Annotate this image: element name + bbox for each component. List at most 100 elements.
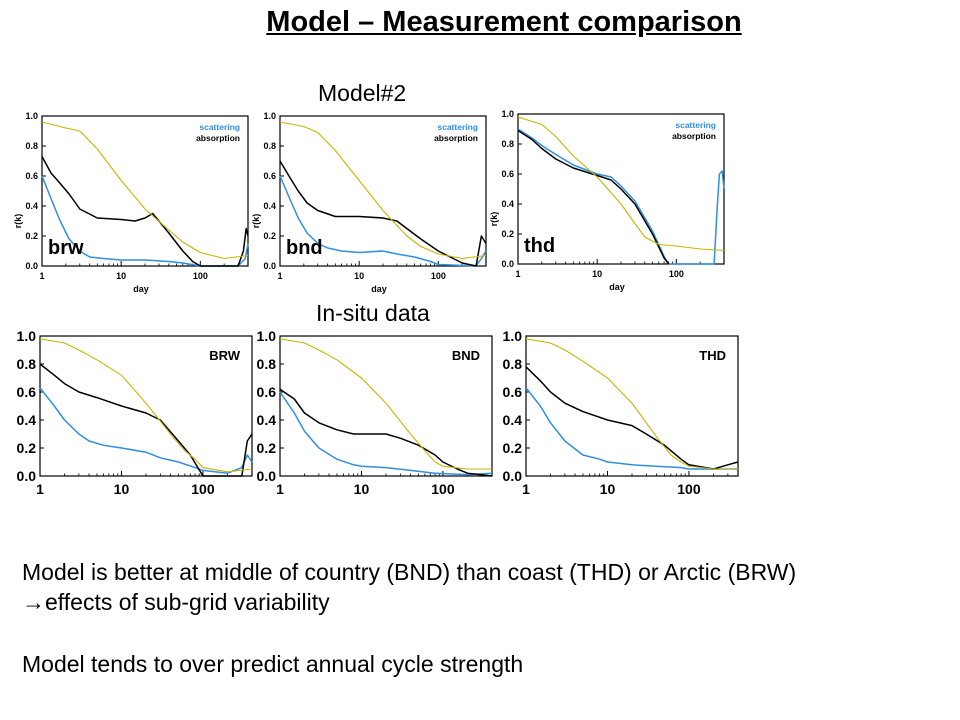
chart-model-bnd: 0.0 0.2 0.4 0.6 0.8 1.0 1 10 100 day r(k) scatterin… [251,111,487,294]
chart-model-thd: 0.0 0.2 0.4 0.6 0.8 1.0 1 10 100 day r(k) scatterin… [489,109,725,292]
y-tick-label: 1.0 [501,109,514,119]
x-tick-label: 100 [677,481,701,497]
y-tick-label: 0.6 [17,384,37,400]
y-tick-label: 1.0 [257,328,277,344]
y-tick-label: 0.6 [263,171,276,181]
chart-insitu-brw: 0.0 0.2 0.4 0.6 0.8 1.0 1 10 100 BRW [17,328,253,497]
series-scattering [525,387,738,470]
chart-panel-model-brw: 0.0 0.2 0.4 0.6 0.8 1.0 1 10 100 day r(k) scatterin… [12,108,249,300]
series-scattering [39,387,253,474]
y-tick-label: 0.8 [263,141,276,151]
y-tick-label: 0.0 [503,468,523,484]
y-tick-label: 0.4 [263,201,276,211]
series-annual-cycle [39,338,253,473]
x-tick-label: 100 [431,271,446,281]
series-annual-cycle [279,338,492,470]
y-tick-label: 1.0 [263,111,276,121]
note-line-2: →effects of sub-grid variability [22,589,330,615]
x-tick-label: 1 [277,271,282,281]
chart-insitu-thd: 0.0 0.2 0.4 0.6 0.8 1.0 1 10 100 THD [503,328,739,497]
y-tick-label: 0.0 [257,468,277,484]
y-tick-label: 0.0 [263,261,276,271]
model-section-label: Model#2 [318,80,407,106]
plot-frame [525,335,739,477]
x-tick-label: 100 [669,269,684,279]
x-tick-label: 10 [354,481,370,497]
slide-notes: Model is better at middle of country (BN… [22,557,796,679]
series-absorption [41,156,249,267]
y-tick-label: 0.4 [503,412,523,428]
x-tick-label: 10 [354,271,364,281]
y-tick-label: 0.0 [17,468,37,484]
plot-frame [279,335,493,477]
chart-panel-model-bnd: 0.0 0.2 0.4 0.6 0.8 1.0 1 10 100 day r(k) scatterin… [250,108,487,300]
plot-frame [39,335,253,477]
x-tick-label: 10 [116,271,126,281]
x-tick-label: 1 [36,481,44,497]
x-tick-label: 100 [191,481,215,497]
note-line-3: Model tends to over predict annual cycle… [22,651,524,677]
chart-panel-insitu-bnd: 0.0 0.2 0.4 0.6 0.8 1.0 1 10 100 BND [246,328,493,514]
station-label: bnd [286,237,323,259]
x-tick-label: 1 [39,271,44,281]
x-tick-label: 1 [522,481,530,497]
y-tick-label: 0.2 [257,440,277,456]
legend-absorption: absorption [672,131,716,141]
series-scattering [279,391,493,476]
chart-panel-insitu-brw: 0.0 0.2 0.4 0.6 0.8 1.0 1 10 100 BRW [6,328,253,514]
series-scattering [279,175,487,267]
y-axis-label: r(k) [13,214,23,229]
note-line-1: Model is better at middle of country (BN… [22,559,797,585]
series-absorption [517,129,670,265]
x-tick-label: 100 [431,481,455,497]
y-tick-label: 1.0 [25,111,38,121]
insitu-section-label: In-situ data [316,300,430,326]
legend-scattering: scattering [199,122,240,132]
y-tick-label: 0.8 [25,141,38,151]
station-label: BRW [209,348,241,363]
series-absorption [279,388,493,477]
y-tick-label: 0.2 [263,231,276,241]
y-tick-label: 0.6 [257,384,277,400]
y-tick-label: 0.2 [503,440,523,456]
y-tick-label: 0.0 [501,259,514,269]
y-tick-label: 0.6 [503,384,523,400]
series-annual-cycle [525,338,738,470]
y-axis-label: r(k) [489,212,499,227]
y-tick-label: 0.6 [25,171,38,181]
y-tick-label: 0.4 [17,412,37,428]
station-label: THD [699,348,726,363]
y-tick-label: 1.0 [503,328,523,344]
chart-insitu-bnd: 0.0 0.2 0.4 0.6 0.8 1.0 1 10 100 BND [257,328,493,497]
series-annual-cycle [279,121,487,260]
legend-scattering: scattering [675,120,716,130]
y-tick-label: 0.2 [25,231,38,241]
y-tick-label: 0.6 [501,169,514,179]
y-tick-label: 0.8 [503,356,523,372]
chart-panel-insitu-thd: 0.0 0.2 0.4 0.6 0.8 1.0 1 10 100 THD [492,328,739,514]
series-absorption [39,363,253,477]
x-axis-label: day [371,284,387,294]
x-axis-label: day [133,284,149,294]
legend-absorption: absorption [196,133,240,143]
y-tick-label: 0.8 [257,356,277,372]
x-axis-label: day [609,282,625,292]
y-tick-label: 0.0 [25,261,38,271]
station-label: BND [452,348,480,363]
x-tick-label: 100 [193,271,208,281]
chart-model-brw: 0.0 0.2 0.4 0.6 0.8 1.0 1 10 100 day r(k) scatterin… [13,111,249,294]
y-tick-label: 0.2 [17,440,37,456]
series-annual-cycle [517,116,725,252]
y-axis-label: r(k) [251,214,261,229]
plot-frame [41,115,249,267]
x-tick-label: 10 [592,269,602,279]
series-scattering [517,128,725,265]
series-annual-cycle [41,121,249,260]
station-label: thd [524,235,555,257]
y-tick-label: 1.0 [17,328,37,344]
chart-panel-model-thd: 0.0 0.2 0.4 0.6 0.8 1.0 1 10 100 day r(k) scatterin… [488,106,725,298]
x-tick-label: 10 [600,481,616,497]
y-tick-label: 0.2 [501,229,514,239]
y-tick-label: 0.8 [501,139,514,149]
x-tick-label: 1 [276,481,284,497]
